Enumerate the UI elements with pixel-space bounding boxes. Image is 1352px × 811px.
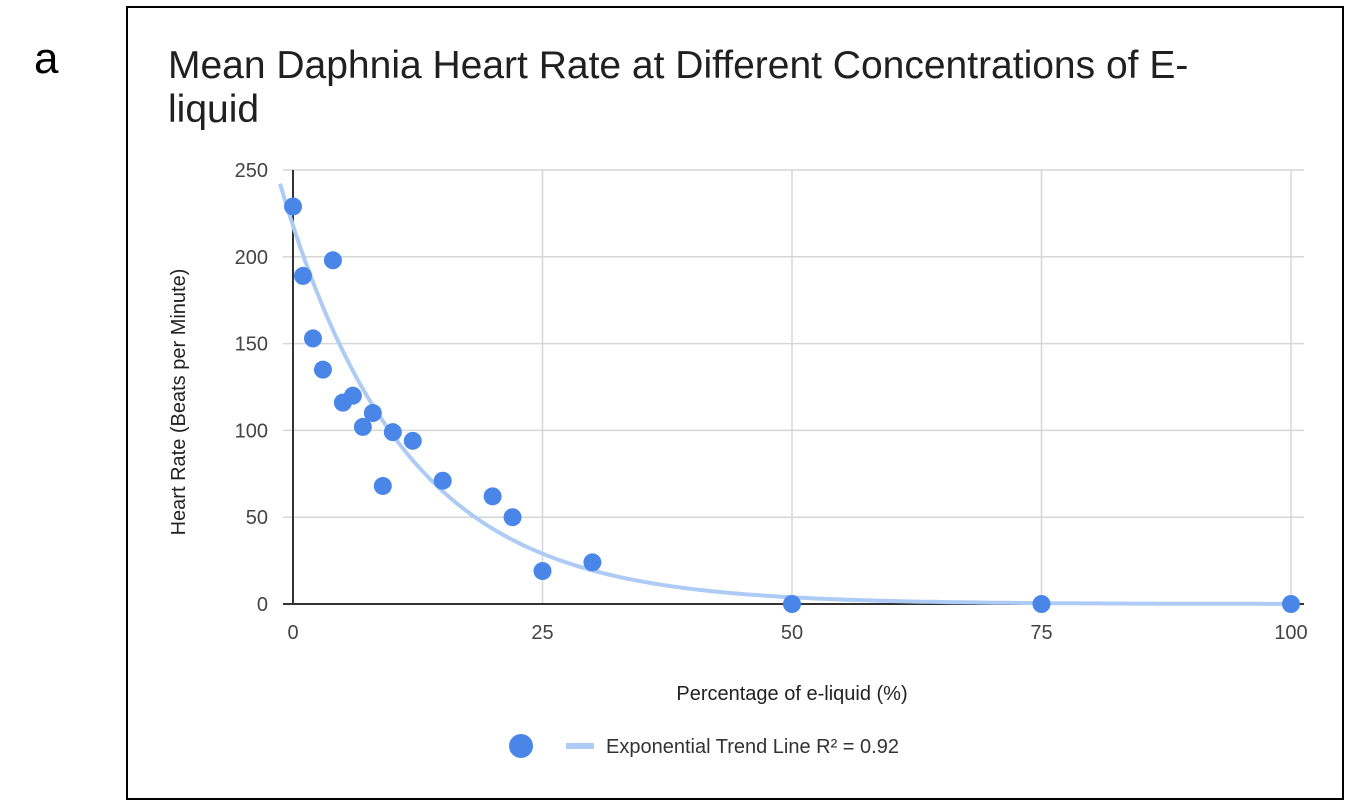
y-tick-label: 100 <box>235 420 268 442</box>
data-point <box>783 595 801 613</box>
y-tick-label: 150 <box>235 334 268 356</box>
chart-title: Mean Daphnia Heart Rate at Different Con… <box>168 44 1189 131</box>
legend: Exponential Trend Line R² = 0.92 <box>509 734 899 758</box>
y-axis-label: Heart Rate (Beats per Minute) <box>168 269 190 536</box>
x-tick-label: 50 <box>781 622 803 644</box>
data-point <box>583 553 602 572</box>
data-point <box>483 487 502 506</box>
y-tick-label: 0 <box>257 594 268 616</box>
data-point <box>323 251 342 270</box>
x-tick-label: 0 <box>287 622 298 644</box>
data-point <box>373 476 392 495</box>
panel-label: a <box>34 34 59 83</box>
legend-trend-label: Exponential Trend Line R² = 0.92 <box>606 736 899 758</box>
x-tick-label: 25 <box>531 622 553 644</box>
chart-frame: Mean Daphnia Heart Rate at Different Con… <box>126 6 1344 800</box>
data-point <box>293 266 312 285</box>
y-tick-label: 50 <box>246 507 268 529</box>
data-point <box>343 386 362 405</box>
data-point <box>303 329 322 348</box>
data-point <box>383 423 402 442</box>
data-points <box>284 197 1300 613</box>
data-point <box>353 417 372 436</box>
data-point <box>313 360 332 379</box>
tick-labels: 0 50 100 150 200 250 0 25 50 75 100 <box>235 160 1308 644</box>
y-tick-label: 250 <box>235 160 268 182</box>
legend-series-marker <box>509 734 533 758</box>
data-point <box>403 431 422 450</box>
data-point <box>1282 595 1300 613</box>
x-tick-label: 100 <box>1274 622 1307 644</box>
data-point <box>503 508 522 527</box>
exponential-trend-line <box>278 183 1291 606</box>
x-axis-label: Percentage of e-liquid (%) <box>676 683 907 705</box>
grid-lines <box>283 169 1304 604</box>
x-tick-label: 75 <box>1030 622 1052 644</box>
y-tick-label: 200 <box>235 247 268 269</box>
data-point <box>433 471 452 490</box>
data-point <box>284 197 302 216</box>
axes <box>283 170 1304 605</box>
data-point <box>1032 595 1051 613</box>
data-point <box>533 562 552 581</box>
data-point <box>363 404 382 423</box>
